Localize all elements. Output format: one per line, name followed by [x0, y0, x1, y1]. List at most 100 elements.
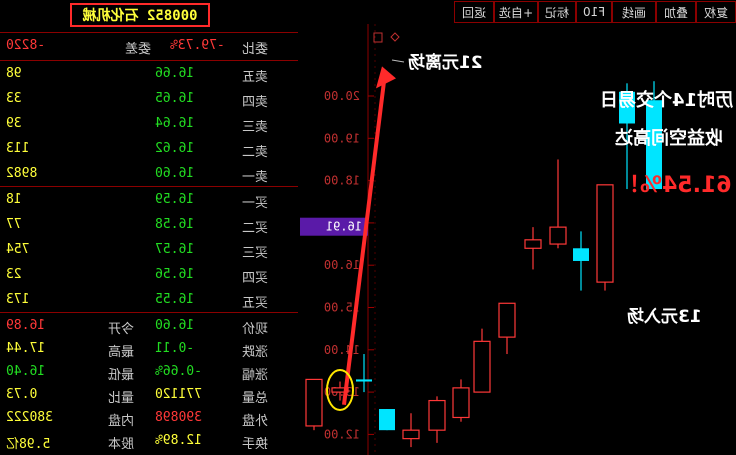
toolbar-button-label: 复权 — [703, 5, 728, 20]
ask-label: 卖三 — [242, 120, 269, 135]
toolbar-button-label: 返回 — [461, 5, 486, 20]
bid-label: 买五 — [242, 296, 269, 311]
toolbar-button[interactable]: 返回 — [454, 1, 494, 23]
stock-title-box[interactable]: 000852 石化机械 — [70, 3, 210, 27]
ask-label: 卖一 — [242, 170, 269, 185]
bid-volume: 18 — [6, 192, 22, 207]
ask-label: 卖四 — [242, 95, 269, 110]
stat-value-left: 380222 — [6, 410, 53, 425]
stat-value: 16.60 — [155, 318, 195, 333]
stat-value: 12.89% — [155, 433, 202, 448]
stat-row: 17.44 最高 -0.11 涨跌 — [0, 337, 298, 362]
divider — [0, 186, 298, 187]
stat-label: 总量 — [242, 391, 269, 406]
stat-value-left: 16.40 — [6, 364, 46, 379]
candle-body — [305, 378, 323, 427]
ask-volume: 98 — [6, 66, 22, 81]
y-tick-label: 15.00 — [324, 301, 360, 315]
order-diff: -8220 — [6, 38, 46, 53]
bid-label: 买三 — [242, 246, 269, 261]
stat-label-mid: 最低 — [108, 368, 135, 383]
divider — [0, 312, 298, 313]
y-tick-label: 19.00 — [324, 131, 360, 145]
stat-label: 涨跌 — [242, 345, 269, 360]
bid-volume: 77 — [6, 217, 22, 232]
bid-price: 16.57 — [155, 242, 195, 257]
bid-row: 77 16.58 买二 — [0, 213, 298, 238]
bid-row: 23 16.56 买四 — [0, 263, 298, 288]
trend-arrow-line — [342, 73, 387, 406]
return-label-annotation: 收益空间高达 — [615, 128, 723, 149]
stat-value: -0.66% — [155, 364, 202, 379]
candle-body — [596, 184, 614, 283]
candle-body — [646, 100, 662, 190]
bid-label: 买二 — [242, 221, 269, 236]
candle-body — [379, 409, 395, 431]
bid-price: 16.56 — [155, 267, 195, 282]
stat-row: 5.98亿 股本 12.89% 换手 — [0, 429, 298, 454]
top-marker-box — [373, 32, 383, 43]
ask-row: 39 16.64 卖三 — [0, 112, 298, 137]
candle-body — [498, 302, 516, 338]
stat-value-left: 16.89 — [6, 318, 46, 333]
ask-price: 16.65 — [155, 91, 195, 106]
toolbar-button[interactable]: +自选 — [494, 1, 538, 23]
stock-title: 000852 石化机械 — [82, 8, 198, 24]
ask-price: 16.62 — [155, 141, 195, 156]
order-ratio-label: 委比 — [242, 42, 269, 57]
stat-value-left: 0.73 — [6, 387, 38, 402]
order-ratio-row: -8220 委差 -79.73% 委比 — [0, 34, 298, 59]
exit-annotation: 21元离场 — [408, 53, 483, 73]
bid-row: 754 16.57 买三 — [0, 238, 298, 263]
stat-label: 换手 — [242, 437, 269, 452]
y-tick-label: 18.00 — [324, 174, 360, 188]
price-tag-text: 16.91 — [326, 220, 362, 234]
toolbar-button-label: F10 — [582, 5, 606, 19]
toolbar-button[interactable]: 复权 — [696, 1, 736, 23]
ask-volume: 33 — [6, 91, 22, 106]
divider — [0, 60, 298, 61]
candle-body — [549, 226, 567, 245]
trend-arrow-head — [376, 66, 396, 89]
stat-label-mid: 最高 — [108, 345, 135, 360]
ask-label: 卖五 — [242, 70, 269, 85]
kline-chart[interactable]: 20.0019.0018.0017.0016.0015.0014.0013.00… — [300, 24, 736, 455]
ask-row: 98 16.66 卖五 — [0, 62, 298, 87]
bid-volume: 23 — [6, 267, 22, 282]
candle-body — [619, 91, 635, 124]
bid-label: 买四 — [242, 271, 269, 286]
kline-svg: 20.0019.0018.0017.0016.0015.0014.0013.00… — [300, 24, 662, 455]
stat-row: 0.73 量比 771120 总量 — [0, 383, 298, 408]
candle-body — [473, 340, 491, 393]
stat-label-mid: 内盘 — [108, 414, 135, 429]
toolbar-button[interactable]: 画线 — [612, 1, 656, 23]
ask-volume: 113 — [6, 141, 30, 156]
stat-value-left: 5.98亿 — [6, 437, 51, 452]
bid-label: 买一 — [242, 196, 269, 211]
candle-body — [524, 239, 542, 249]
price-tag-bg — [300, 217, 368, 236]
toolbar-button[interactable]: 标记 — [538, 1, 576, 23]
entry-annotation: 13元入场 — [627, 307, 702, 327]
ask-price: 16.60 — [155, 166, 195, 181]
bid-row: 173 16.55 买五 — [0, 288, 298, 313]
candle-body — [402, 429, 420, 440]
stat-value: -0.11 — [155, 341, 195, 356]
y-tick-label: 12.00 — [324, 427, 360, 441]
ask-price: 16.64 — [155, 116, 195, 131]
y-tick-label: 20.00 — [324, 89, 360, 103]
quote-panel: 000852 石化机械 -8220 委差 -79.73% 委比 98 16.66 卖… — [0, 0, 298, 455]
toolbar-button[interactable]: 叠加 — [656, 1, 696, 23]
stat-row: 380222 内盘 390898 外盘 — [0, 406, 298, 431]
ask-volume: 39 — [6, 116, 22, 131]
toolbar-button[interactable]: F10 — [576, 1, 612, 23]
candle-body — [356, 379, 372, 382]
candle-body — [428, 399, 446, 431]
toolbar-button-label: 标记 — [544, 5, 569, 20]
candle-body — [573, 248, 589, 261]
return-value-annotation: 61.54%！ — [618, 173, 732, 198]
y-tick-label: 14.00 — [324, 343, 360, 357]
chart-toolbar: 复权 叠加 画线 F10 标记 +自选 返回 — [300, 0, 736, 24]
stat-row: 16.40 最低 -0.66% 涨幅 — [0, 360, 298, 385]
exit-pointer — [391, 59, 405, 63]
